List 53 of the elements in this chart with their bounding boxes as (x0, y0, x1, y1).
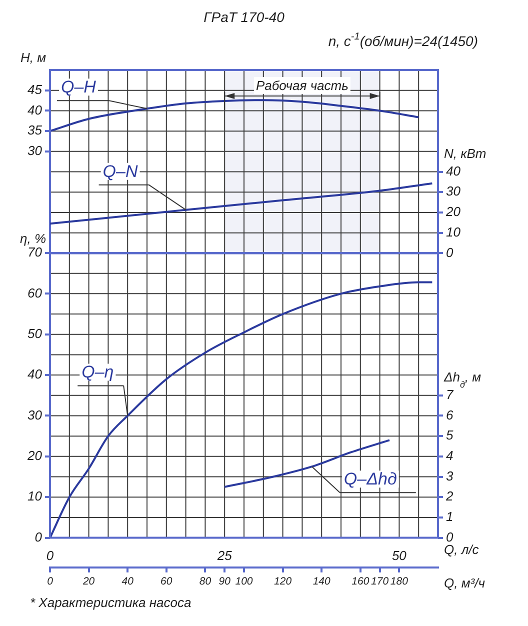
x2-tick-label: 0 (46, 548, 54, 564)
y2-tick-label: 1 (446, 509, 454, 524)
x-tick-label: 40 (122, 576, 134, 588)
band-label: Рабочая часть (256, 78, 349, 93)
x-tick-label: 140 (312, 576, 331, 588)
x-tick-label: 90 (218, 576, 231, 588)
y-tick-label: 40 (28, 102, 43, 118)
x-tick-label: 160 (352, 576, 370, 588)
x-axis-title: Q, м³/ч (444, 576, 486, 591)
x-tick-label: 180 (390, 576, 408, 588)
y-tick-label: 35 (28, 122, 43, 138)
y-tick-label: 30 (28, 143, 43, 158)
y-tick-label: 0 (34, 530, 43, 545)
y-axis-title: η, % (20, 231, 46, 246)
y2-tick-label: 3 (446, 468, 454, 484)
series-label: Q–Δhд (344, 470, 397, 489)
y2-tick-label: 6 (446, 408, 454, 423)
y2-tick-label: 5 (446, 428, 454, 443)
y2-tick-label: 0 (446, 244, 454, 260)
chart-title: ГРаТ 170-40 (204, 9, 285, 25)
y2-tick-label: 4 (446, 448, 454, 464)
x-tick-label: 60 (160, 576, 172, 588)
y-tick-label: 70 (28, 244, 43, 260)
y2-axis-title: N, кВт (444, 146, 486, 161)
text: * Характеристика насоса (30, 595, 192, 610)
series-label: Q–H (61, 78, 97, 97)
y2-tick-label: 40 (446, 163, 462, 178)
y2-tick-label: 30 (446, 184, 462, 199)
y2-tick-label: 10 (446, 224, 462, 240)
y2-tick-label: 7 (446, 387, 454, 402)
x-tick-label: 80 (199, 576, 212, 588)
series-label: Q–N (102, 162, 138, 181)
series-label: Q–η (82, 362, 114, 382)
x-tick-label: 0 (47, 576, 54, 588)
y-tick-label: 30 (28, 408, 43, 423)
y2-tick-label: 20 (445, 204, 462, 220)
x-tick-label: 100 (235, 576, 253, 588)
y-tick-label: 10 (28, 488, 43, 504)
x2-tick-label: 25 (216, 548, 233, 564)
x-tick-label: 170 (371, 576, 389, 588)
y2-tick-label: 2 (445, 488, 454, 504)
x-tick-label: 20 (82, 576, 95, 588)
y-tick-label: 40 (28, 366, 43, 382)
y-tick-label: 60 (28, 285, 43, 300)
y-tick-label: 20 (26, 448, 43, 464)
line-series (50, 182, 434, 225)
line-series (50, 99, 420, 132)
line-series (50, 281, 434, 538)
y-tick-label: 50 (28, 326, 43, 342)
x-tick-label: 120 (274, 576, 292, 588)
y-tick-label: 45 (28, 82, 43, 97)
y-axis-title: H, м (20, 50, 46, 65)
x2-tick-label: 50 (392, 548, 408, 564)
